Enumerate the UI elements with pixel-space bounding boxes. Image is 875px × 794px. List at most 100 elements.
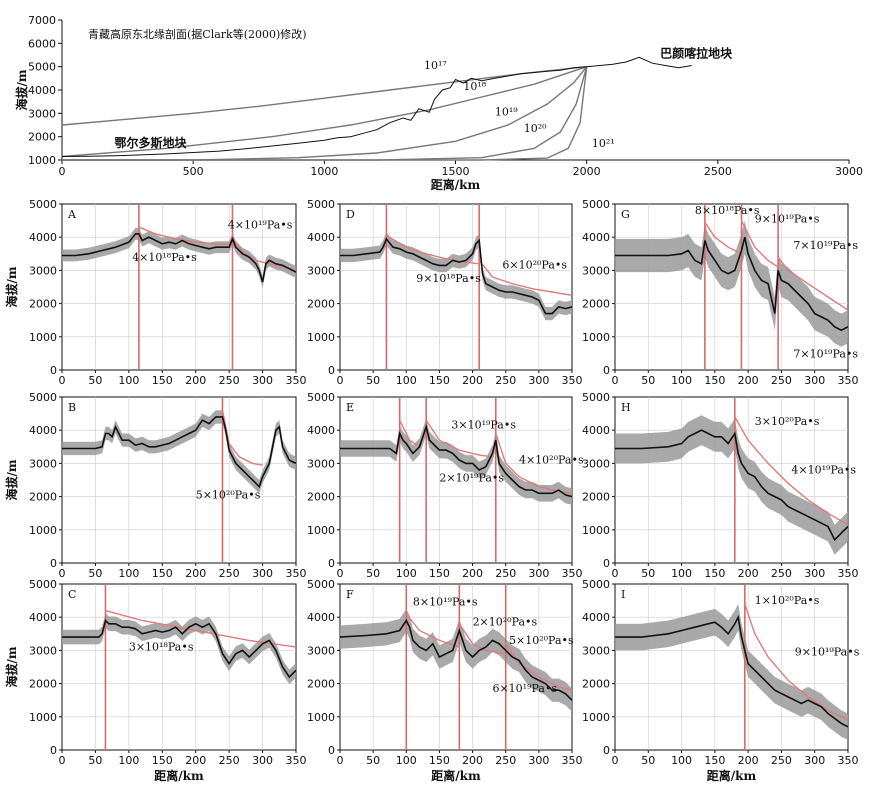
y-tick-label: 0 <box>50 557 57 570</box>
x-axis-label: 距离/km <box>707 768 757 783</box>
y-tick-label: 2000 <box>582 298 610 311</box>
x-tick-label: 500 <box>183 165 204 178</box>
x-tick-label: 300 <box>528 754 549 767</box>
panel-label: C <box>68 588 76 601</box>
x-tick-label: 200 <box>462 567 483 580</box>
elevation-profile <box>339 618 573 701</box>
panel-frame <box>61 583 297 751</box>
x-tick-label: 300 <box>252 754 273 767</box>
x-tick-label: 150 <box>152 374 173 387</box>
chart-F: 0 50 100 150 200 250 300 350 0 1000 2000 3000 4000 50… <box>307 578 583 783</box>
elevation-range-band <box>62 227 296 288</box>
model-curve <box>734 416 849 526</box>
x-tick-label: 250 <box>771 374 792 387</box>
viscosity-annotation: 5×10²⁰Pa•s <box>196 488 261 501</box>
x-tick-label: 0 <box>337 754 344 767</box>
y-tick-label: 1000 <box>307 331 335 344</box>
x-tick-label: 350 <box>838 567 859 580</box>
y-axis-label: 海拔/m <box>14 69 29 110</box>
chart-G: 0 50 100 150 200 250 300 350 0 1000 2000 3000 4000 50… <box>582 198 859 387</box>
y-tick-label: 2000 <box>307 491 335 504</box>
y-tick-label: 2000 <box>28 131 56 144</box>
elevation-profile <box>340 424 573 498</box>
y-tick-label: 2000 <box>29 298 57 311</box>
x-tick-label: 50 <box>88 567 102 580</box>
x-tick-label: 100 <box>396 374 417 387</box>
panel-frame <box>614 203 849 371</box>
x-tick-label: 200 <box>462 754 483 767</box>
viscosity-annotation: 4×10²⁰Pa•s <box>519 453 584 466</box>
y-tick-label: 4000 <box>582 611 610 624</box>
y-tick-label: 4000 <box>307 424 335 437</box>
panel-label: E <box>346 401 354 414</box>
elevation-range-band <box>62 613 296 685</box>
x-tick-label: 150 <box>429 567 450 580</box>
y-tick-label: 1000 <box>582 711 610 724</box>
x-tick-label: 300 <box>252 374 273 387</box>
x-tick-label: 100 <box>118 567 139 580</box>
y-tick-label: 3000 <box>29 457 57 470</box>
panel-label: I <box>621 588 625 601</box>
x-tick-label: 200 <box>738 567 759 580</box>
elevation-profile <box>615 429 849 542</box>
x-tick-label: 1500 <box>442 165 470 178</box>
chart-H: 0 50 100 150 200 250 300 350 0 1000 2000 3000 4000 50… <box>582 391 859 580</box>
y-tick-label: 1000 <box>29 524 57 537</box>
viscosity-curve <box>61 66 587 126</box>
elevation-profile <box>615 237 849 332</box>
x-tick-label: 200 <box>185 754 206 767</box>
x-tick-label: 200 <box>185 567 206 580</box>
x-tick-label: 100 <box>671 567 692 580</box>
panel-label: A <box>67 208 77 221</box>
x-tick-label: 250 <box>495 754 516 767</box>
elevation-range-band <box>62 410 296 494</box>
model-curve <box>505 643 573 691</box>
viscosity-annotation: 8×10¹⁹Pa•s <box>413 596 478 609</box>
panel-frame <box>61 396 297 564</box>
y-tick-label: 2000 <box>29 491 57 504</box>
x-axis-label: 距离/km <box>431 177 481 192</box>
x-tick-label: 300 <box>528 374 549 387</box>
x-tick-label: 0 <box>59 165 66 178</box>
y-tick-label: 2000 <box>582 678 610 691</box>
panel-frame <box>339 396 573 564</box>
x-tick-label: 100 <box>118 754 139 767</box>
x-tick-label: 0 <box>612 754 619 767</box>
x-tick-label: 350 <box>838 374 859 387</box>
x-tick-label: 150 <box>429 374 450 387</box>
x-tick-label: 150 <box>704 754 725 767</box>
y-tick-label: 4000 <box>28 84 56 97</box>
y-tick-label: 3000 <box>582 644 610 657</box>
x-tick-label: 100 <box>396 567 417 580</box>
viscosity-label: 10¹⁷ <box>424 59 447 72</box>
x-tick-label: 150 <box>704 374 725 387</box>
x-tick-label: 200 <box>185 374 206 387</box>
y-tick-label: 0 <box>603 364 610 377</box>
x-tick-label: 0 <box>59 374 66 387</box>
viscosity-annotation: 9×10¹⁸Pa•s <box>416 272 481 285</box>
elevation-range-band <box>615 220 848 347</box>
y-tick-label: 0 <box>328 744 335 757</box>
elevation-range-band <box>615 415 848 555</box>
y-tick-label: 5000 <box>582 578 610 591</box>
y-tick-label: 4000 <box>582 231 610 244</box>
elevation-profile <box>62 416 297 489</box>
y-tick-label: 0 <box>603 557 610 570</box>
y-tick-label: 1000 <box>582 524 610 537</box>
viscosity-annotation: 3×10²⁰Pa•s <box>755 415 820 428</box>
y-tick-label: 1000 <box>28 154 56 167</box>
viscosity-label: 10²⁰ <box>524 122 547 135</box>
viscosity-annotation: 9×10¹⁹Pa•s <box>755 212 820 225</box>
chart-C: 0 50 100 150 200 250 300 350 0 1000 2000 3000 4000 50… <box>4 578 307 783</box>
x-tick-label: 250 <box>771 754 792 767</box>
viscosity-label: 10¹⁸ <box>463 80 486 93</box>
y-tick-label: 0 <box>50 364 57 377</box>
y-tick-label: 5000 <box>29 578 57 591</box>
model-curve <box>704 221 742 255</box>
y-tick-label: 5000 <box>29 198 57 211</box>
y-tick-label: 4000 <box>582 424 610 437</box>
y-tick-label: 1000 <box>29 331 57 344</box>
y-tick-label: 5000 <box>29 391 57 404</box>
model-curve <box>777 256 849 311</box>
